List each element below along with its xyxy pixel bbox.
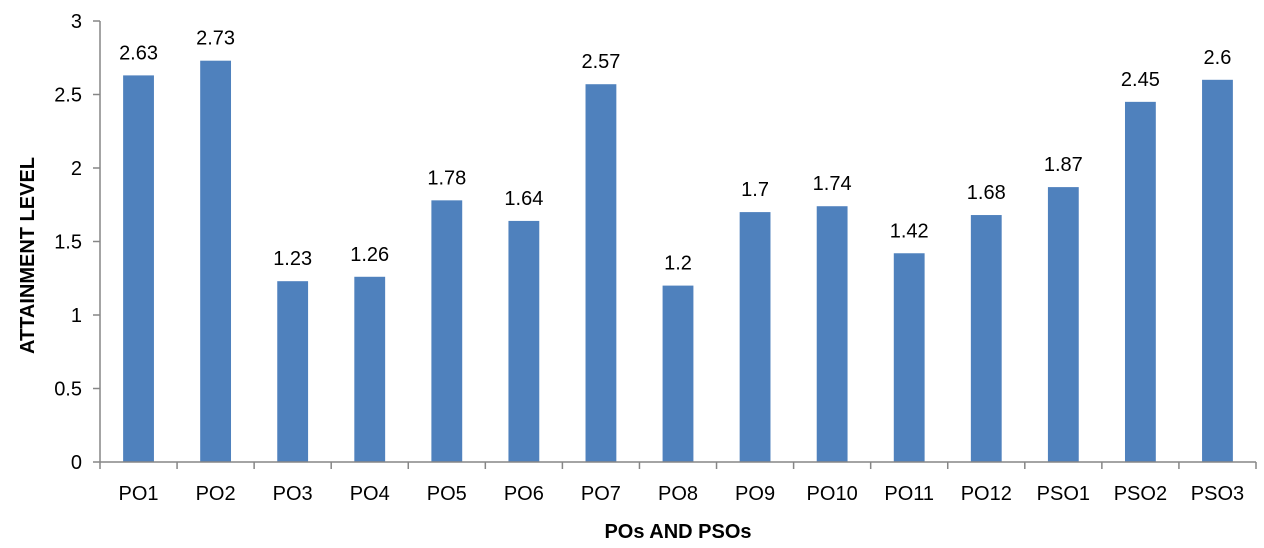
bar — [1202, 79, 1233, 463]
data-label: 1.64 — [504, 188, 543, 210]
x-tick-label: PSO3 — [1191, 483, 1244, 505]
x-tick-label: PO8 — [658, 483, 698, 505]
bar — [970, 215, 1002, 462]
x-axis-title: POs AND PSOs — [604, 521, 751, 543]
data-label: 1.7 — [741, 179, 769, 201]
x-tick-label: PSO1 — [1037, 483, 1090, 505]
y-tick-label: 0.5 — [54, 379, 82, 401]
data-label: 2.45 — [1121, 69, 1160, 91]
data-label: 2.6 — [1204, 47, 1232, 69]
bar — [431, 200, 463, 462]
bar — [508, 220, 540, 462]
bar — [816, 206, 848, 462]
bar — [277, 281, 309, 462]
x-tick-label: PO7 — [581, 483, 621, 505]
data-label: 2.63 — [119, 42, 158, 64]
data-label: 1.23 — [273, 248, 312, 270]
bar — [739, 212, 771, 462]
data-label: 2.57 — [581, 51, 620, 73]
data-label: 1.74 — [813, 173, 852, 195]
x-tick-label: PO11 — [884, 483, 934, 505]
x-tick-label: PO10 — [807, 483, 858, 505]
bar — [200, 60, 232, 462]
data-label: 1.26 — [350, 244, 389, 266]
x-tick-label: PO6 — [504, 483, 544, 505]
bar — [662, 285, 694, 462]
x-tick-label: PO4 — [350, 483, 390, 505]
bar — [585, 84, 617, 463]
x-tick-label: PO3 — [273, 483, 313, 505]
bar — [354, 276, 386, 462]
x-tick-label: PSO2 — [1114, 483, 1167, 505]
data-labels: 2.63 2.73 1.23 1.26 1.78 1.64 2.57 1.2 1.7 1.74 1.… — [119, 28, 1231, 275]
x-tick-label: PO1 — [119, 483, 159, 505]
x-tick-label: PO2 — [196, 483, 236, 505]
y-tick-label: 0 — [71, 452, 82, 474]
y-tick-label: 3 — [71, 11, 82, 33]
x-tick-label: PO5 — [427, 483, 467, 505]
data-label: 2.73 — [196, 28, 235, 50]
data-label: 1.42 — [890, 220, 929, 242]
y-tick-label: 2 — [71, 158, 82, 180]
x-axis-ticks: PO1 PO2 PO3 PO4 PO5 PO6 PO7 PO8 PO9 PO10 PO11 PO12 P… — [99, 462, 1257, 505]
data-label: 1.78 — [427, 167, 466, 189]
x-tick-label: PO12 — [961, 483, 1012, 505]
y-tick-label: 2.5 — [54, 85, 82, 107]
data-label: 1.87 — [1044, 154, 1083, 176]
bar — [1124, 101, 1156, 462]
y-axis-ticks: 0 0.5 1 1.5 2 2.5 3 — [54, 11, 100, 474]
y-tick-label: 1.5 — [54, 232, 82, 254]
bar — [893, 253, 925, 462]
y-axis-title: ATTAINMENT LEVEL — [17, 157, 39, 354]
bar — [123, 75, 154, 462]
data-label: 1.2 — [664, 253, 692, 275]
y-tick-label: 1 — [71, 305, 82, 327]
data-label: 1.68 — [967, 182, 1006, 204]
bars — [123, 60, 1233, 463]
x-tick-label: PO9 — [735, 483, 775, 505]
bar — [1047, 187, 1079, 463]
